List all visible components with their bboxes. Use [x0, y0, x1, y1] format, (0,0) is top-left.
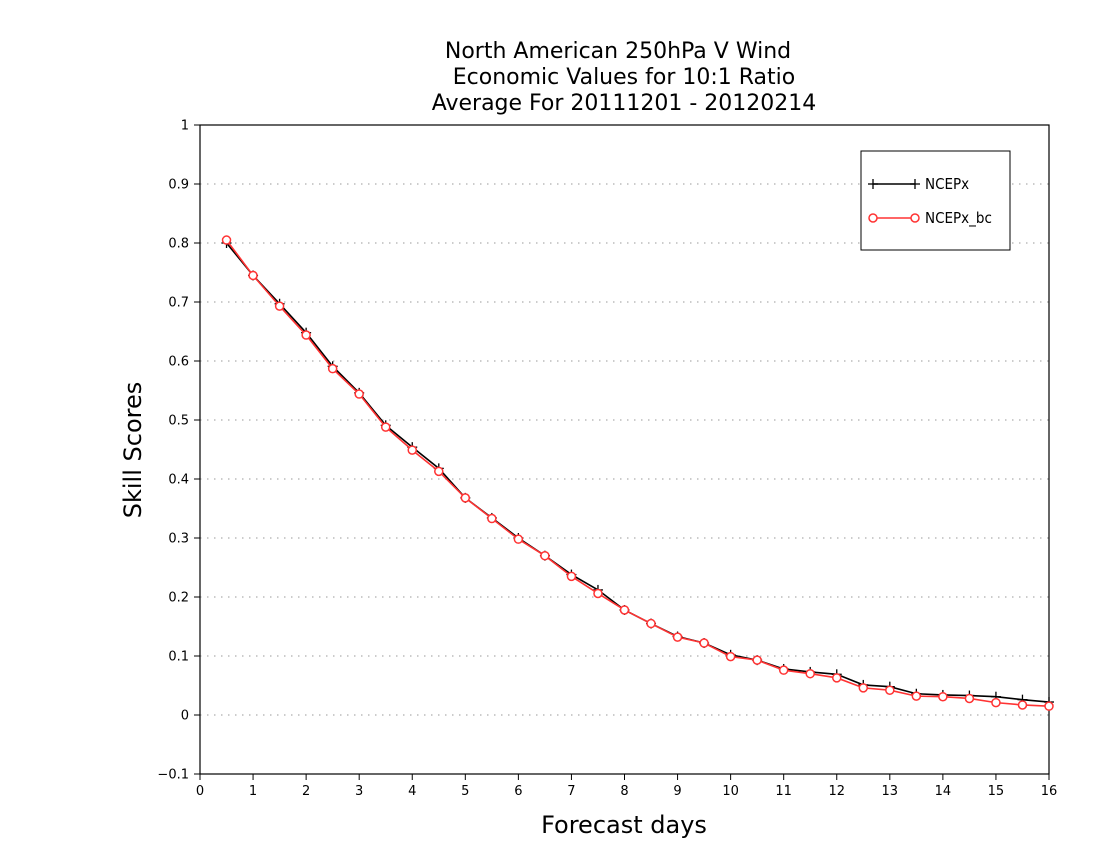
- legend-entry-NCEPx: NCEPx: [868, 175, 969, 193]
- data-point-NCEPx_bc: [513, 534, 524, 544]
- legend-marker-right: [910, 213, 920, 223]
- x-tick-label: 1: [249, 784, 257, 799]
- legend-marker-right: [910, 179, 920, 189]
- x-tick-label: 11: [775, 784, 792, 799]
- x-tick-label: 12: [828, 784, 845, 799]
- data-point-NCEPx_bc: [1017, 700, 1028, 710]
- data-point-NCEPx_bc: [964, 693, 975, 704]
- data-point-NCEPx_bc: [725, 651, 736, 662]
- data-point-NCEPx_bc: [699, 638, 709, 648]
- y-tick-label: 0.3: [168, 532, 189, 547]
- x-tick-label: 10: [722, 784, 739, 799]
- y-tick-label: 0.6: [168, 355, 189, 370]
- data-point-NCEPx_bc: [619, 605, 630, 615]
- data-point-NCEPx_bc: [752, 655, 762, 665]
- data-point-NCEPx_bc: [380, 422, 391, 432]
- data-point-NCEPx_bc: [487, 513, 497, 524]
- title-line-2: Economic Values for 10:1 Ratio: [453, 65, 795, 90]
- series-NCEPx: [221, 238, 1054, 708]
- x-tick-label: 13: [882, 784, 899, 799]
- legend-entries: NCEPx NCEPx_bc: [868, 175, 992, 228]
- y-tick-label: 0.5: [168, 414, 189, 429]
- data-point-NCEPx_bc: [354, 389, 364, 399]
- data-point-NCEPx_bc: [858, 683, 869, 693]
- y-tick-label: 0.2: [168, 591, 189, 606]
- series-line-NCEPx: [225, 242, 1050, 703]
- data-point-NCEPx_bc: [778, 665, 789, 675]
- y-tick-label: 0.7: [168, 296, 189, 311]
- title-line-3: Average For 20111201 - 20120214: [432, 91, 817, 116]
- data-point-NCEPx_bc: [938, 691, 948, 702]
- x-tick-label: 9: [673, 784, 681, 799]
- data-point-NCEPx_bc: [301, 330, 311, 340]
- data-point-NCEPx_bc: [540, 550, 550, 561]
- data-point-NCEPx_bc: [221, 235, 232, 245]
- gridlines: [200, 183, 1049, 716]
- series-NCEPx_bc: [221, 235, 1054, 711]
- legend-label: NCEPx_bc: [925, 209, 992, 228]
- data-point-NCEPx_bc: [911, 691, 922, 701]
- data-point-NCEPx_bc: [805, 668, 815, 679]
- y-tick-label: 1: [181, 119, 189, 134]
- data-point-NCEPx_bc: [434, 466, 444, 477]
- x-tick-label: 14: [935, 784, 952, 799]
- plot-area-frame: [199, 124, 1050, 775]
- x-tick-label: 3: [355, 784, 363, 799]
- y-tick-label: 0: [181, 709, 189, 724]
- x-tick-label: 0: [196, 784, 204, 799]
- legend-marker-left: [868, 179, 878, 189]
- x-axis-ticks: 0 1 2 3 4 5 6 7 8 9 10 11 12 13 14 15 16: [196, 774, 1057, 799]
- y-tick-label: −0.1: [157, 768, 189, 783]
- x-tick-label: 5: [461, 784, 469, 799]
- data-point-NCEPx_bc: [1044, 701, 1054, 711]
- legend-label: NCEPx: [925, 175, 969, 193]
- legend-entry-NCEPx_bc: NCEPx_bc: [868, 209, 992, 228]
- title-line-1: North American 250hPa V Wind: [445, 39, 791, 64]
- data-point-NCEPx_bc: [672, 632, 683, 642]
- data-point-NCEPx_bc: [646, 618, 656, 629]
- data-point-NCEPx_bc: [832, 673, 842, 683]
- x-axis-label: Forecast days: [541, 811, 707, 839]
- x-tick-label: 15: [988, 784, 1005, 799]
- y-tick-label: 0.4: [168, 473, 189, 488]
- y-tick-label: 0.9: [168, 178, 189, 193]
- x-tick-label: 8: [620, 784, 628, 799]
- data-point-NCEPx_bc: [274, 301, 285, 311]
- data-point-NCEPx_bc: [460, 493, 471, 503]
- legend-box: [860, 150, 1011, 251]
- x-tick-label: 6: [514, 784, 522, 799]
- x-tick-label: 4: [408, 784, 416, 799]
- legend: NCEPx NCEPx_bc: [860, 150, 1011, 251]
- series-layer: [221, 235, 1054, 711]
- data-point-NCEPx_bc: [566, 571, 577, 582]
- y-axis-ticks: −0.1 0 0.1 0.2 0.3 0.4 0.5 0.6 0.7 0.8 0.9 1: [157, 119, 200, 783]
- data-point-NCEPx_bc: [248, 270, 258, 281]
- legend-marker-left: [868, 213, 878, 223]
- data-point-NCEPx_bc: [991, 697, 1001, 708]
- series-line-NCEPx_bc: [225, 239, 1050, 707]
- y-tick-label: 0.1: [168, 650, 189, 665]
- y-tick-label: 0.8: [168, 237, 189, 252]
- chart-title: North American 250hPa V Wind Economic Va…: [432, 39, 817, 116]
- data-point-NCEPx_bc: [327, 363, 338, 374]
- x-tick-label: 16: [1041, 784, 1058, 799]
- data-point-NCEPx_bc: [407, 445, 417, 455]
- x-tick-label: 7: [567, 784, 575, 799]
- x-tick-label: 2: [302, 784, 310, 799]
- y-axis-label: Skill Scores: [119, 382, 147, 519]
- data-point-NCEPx_bc: [593, 588, 603, 599]
- data-point-NCEPx_bc: [885, 685, 895, 695]
